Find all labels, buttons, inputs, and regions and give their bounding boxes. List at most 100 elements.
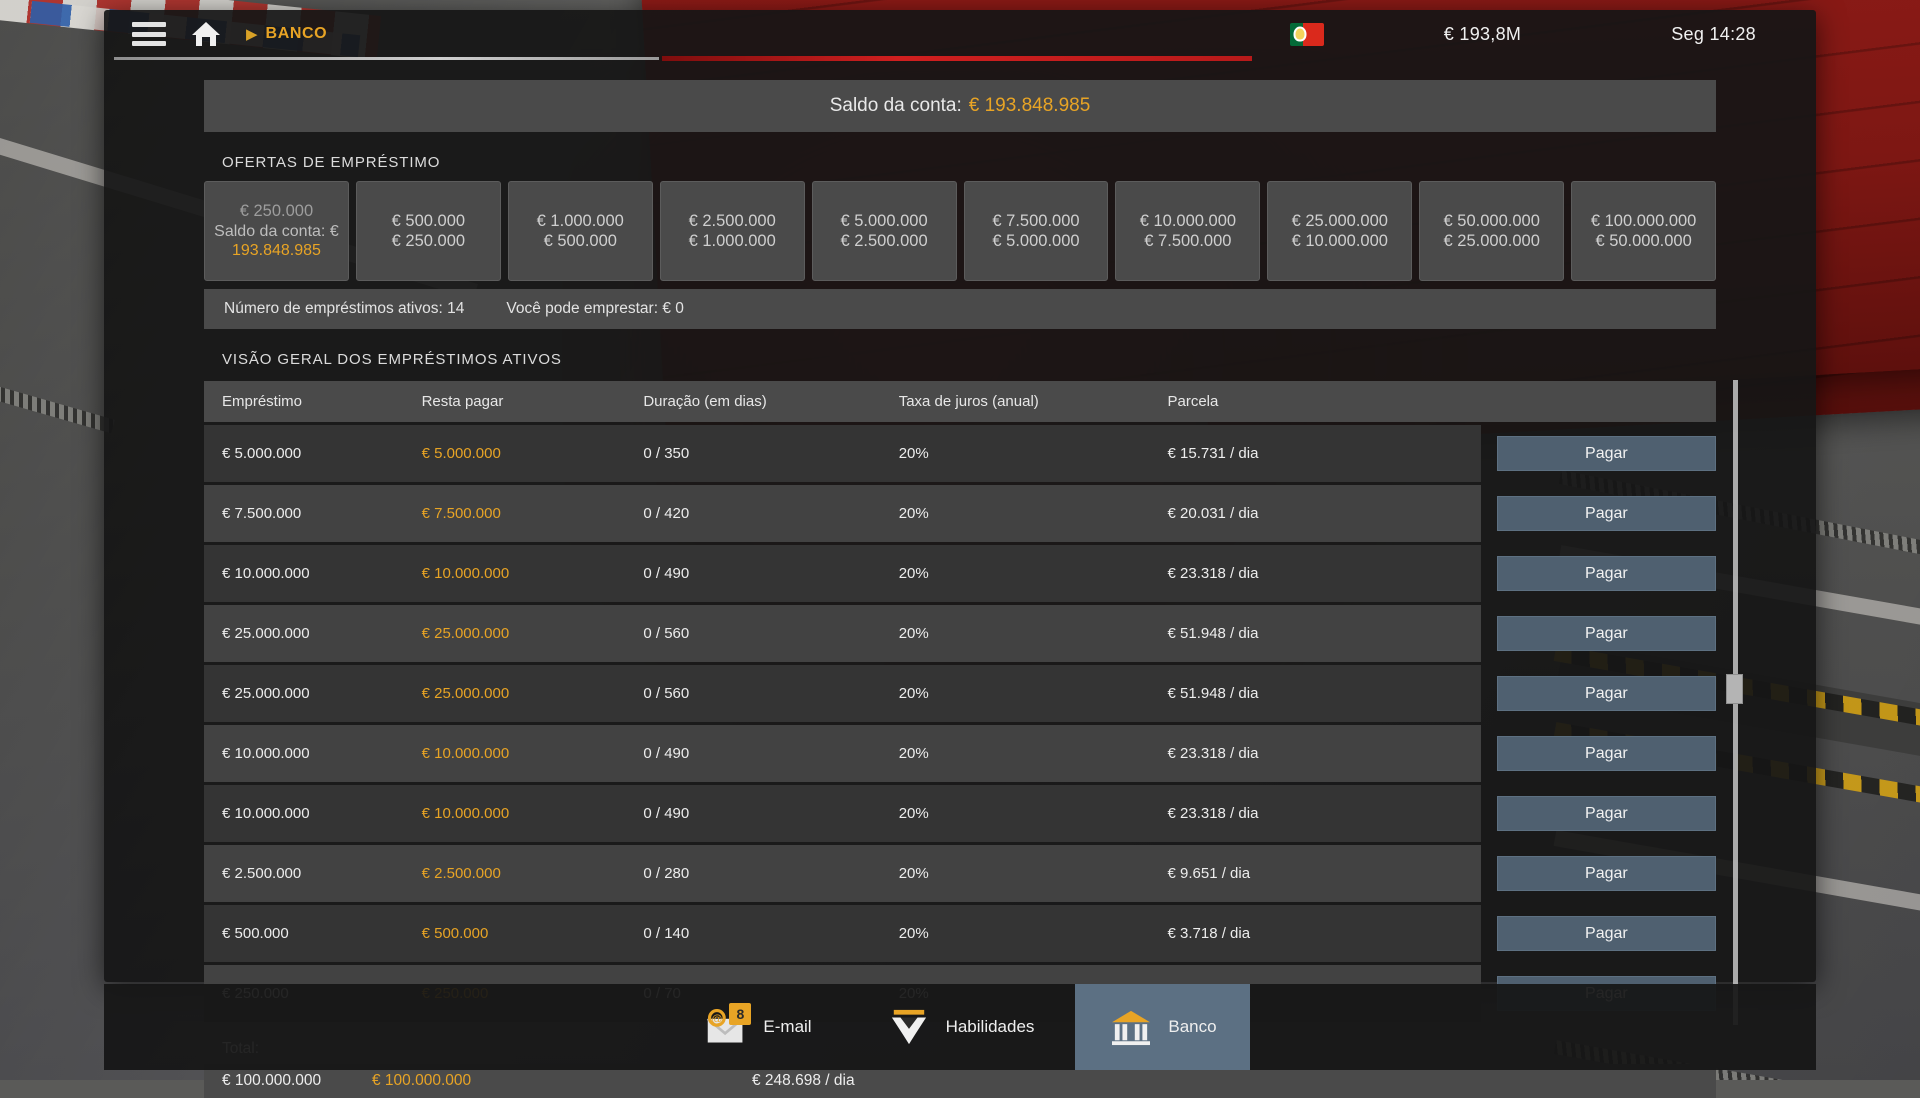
pay-cell: Pagar bbox=[1481, 605, 1716, 662]
loan-offer-card[interactable]: € 1.000.000€ 500.000 bbox=[508, 181, 653, 281]
pay-button[interactable]: Pagar bbox=[1497, 856, 1716, 891]
cell-installment: € 9.651 / dia bbox=[1152, 845, 1481, 902]
pay-button[interactable]: Pagar bbox=[1497, 496, 1716, 531]
cell-duration: 0 / 490 bbox=[627, 545, 882, 602]
cell-remaining: € 25.000.000 bbox=[406, 605, 628, 662]
loan-offer-card[interactable]: € 50.000.000€ 25.000.000 bbox=[1419, 181, 1564, 281]
cell-loan: € 5.000.000 bbox=[204, 425, 406, 482]
cell-remaining: € 5.000.000 bbox=[406, 425, 628, 482]
cell-duration: 0 / 420 bbox=[627, 485, 882, 542]
hamburger-menu-icon[interactable] bbox=[132, 22, 166, 46]
column-header-actions bbox=[1481, 381, 1716, 422]
cell-installment: € 20.031 / dia bbox=[1152, 485, 1481, 542]
cell-remaining: € 10.000.000 bbox=[406, 785, 628, 842]
loan-offer-card[interactable]: € 25.000.000€ 10.000.000 bbox=[1267, 181, 1412, 281]
cell-rate: 20% bbox=[883, 605, 1152, 662]
pay-cell: Pagar bbox=[1481, 425, 1716, 482]
cell-installment: € 23.318 / dia bbox=[1152, 785, 1481, 842]
nav-item-banco[interactable]: Banco bbox=[1075, 984, 1250, 1070]
loan-offer-amount: € 50.000.000 bbox=[1444, 211, 1540, 231]
cell-installment: € 51.948 / dia bbox=[1152, 605, 1481, 662]
cell-rate: 20% bbox=[883, 845, 1152, 902]
column-header-installment: Parcela bbox=[1152, 381, 1481, 422]
loan-offer-amount: € 5.000.000 bbox=[840, 211, 927, 231]
table-scrollbar-thumb[interactable] bbox=[1726, 674, 1743, 704]
bank-panel: ▶ BANCO € 193,8M Seg 14:28 Saldo da cont… bbox=[104, 10, 1816, 982]
loan-offer-balance-hint: Saldo da conta: € bbox=[214, 222, 339, 242]
nav-item-label: Habilidades bbox=[946, 1017, 1035, 1037]
loan-offer-amount: € 250.000 bbox=[240, 201, 313, 221]
cell-loan: € 10.000.000 bbox=[204, 545, 406, 602]
cell-duration: 0 / 140 bbox=[627, 905, 882, 962]
loan-offer-secondary: € 250.000 bbox=[392, 231, 465, 251]
cell-rate: 20% bbox=[883, 425, 1152, 482]
cell-installment: € 3.718 / dia bbox=[1152, 905, 1481, 962]
cell-installment: € 51.948 / dia bbox=[1152, 665, 1481, 722]
loan-offer-amount: € 500.000 bbox=[392, 211, 465, 231]
pay-button[interactable]: Pagar bbox=[1497, 916, 1716, 951]
cell-loan: € 25.000.000 bbox=[204, 665, 406, 722]
cell-remaining: € 2.500.000 bbox=[406, 845, 628, 902]
cell-rate: 20% bbox=[883, 485, 1152, 542]
home-icon[interactable] bbox=[190, 20, 222, 48]
column-header-loan: Empréstimo bbox=[204, 381, 406, 422]
breadcrumb[interactable]: BANCO bbox=[266, 25, 328, 43]
pay-button[interactable]: Pagar bbox=[1497, 796, 1716, 831]
loan-offer-secondary: € 25.000.000 bbox=[1444, 231, 1540, 251]
column-header-remaining: Resta pagar bbox=[406, 381, 628, 422]
loan-offer-card[interactable]: € 5.000.000€ 2.500.000 bbox=[812, 181, 957, 281]
pay-button[interactable]: Pagar bbox=[1497, 736, 1716, 771]
cell-remaining: € 7.500.000 bbox=[406, 485, 628, 542]
cell-rate: 20% bbox=[883, 725, 1152, 782]
bank-building-icon bbox=[1108, 1006, 1154, 1048]
cell-loan: € 7.500.000 bbox=[204, 485, 406, 542]
loan-offer-card[interactable]: € 500.000€ 250.000 bbox=[356, 181, 501, 281]
top-bar: ▶ BANCO € 193,8M Seg 14:28 bbox=[104, 10, 1816, 58]
nav-item-habilidades[interactable]: Habilidades bbox=[845, 984, 1075, 1070]
loan-offer-card[interactable]: € 10.000.000€ 7.500.000 bbox=[1115, 181, 1260, 281]
loan-offer-card[interactable]: € 2.500.000€ 1.000.000 bbox=[660, 181, 805, 281]
cell-installment: € 23.318 / dia bbox=[1152, 725, 1481, 782]
pay-cell: Pagar bbox=[1481, 905, 1716, 962]
skills-funnel-icon bbox=[886, 1006, 932, 1048]
pay-cell: Pagar bbox=[1481, 785, 1716, 842]
clock-indicator: Seg 14:28 bbox=[1671, 24, 1756, 45]
loan-offer-amount: € 7.500.000 bbox=[992, 211, 1079, 231]
loans-table-wrap: Empréstimo Resta pagar Duração (em dias)… bbox=[204, 378, 1716, 1025]
cell-rate: 20% bbox=[883, 785, 1152, 842]
email-badge-count: 8 bbox=[729, 1003, 751, 1025]
total-remaining: € 100.000.000 bbox=[372, 1072, 752, 1090]
account-balance-amount: € 193.848.985 bbox=[969, 95, 1091, 117]
cell-remaining: € 500.000 bbox=[406, 905, 628, 962]
cell-loan: € 500.000 bbox=[204, 905, 406, 962]
cell-rate: 20% bbox=[883, 665, 1152, 722]
pay-button[interactable]: Pagar bbox=[1497, 616, 1716, 651]
pay-button[interactable]: Pagar bbox=[1497, 436, 1716, 471]
loan-offer-card[interactable]: € 7.500.000€ 5.000.000 bbox=[964, 181, 1109, 281]
account-balance-label: Saldo da conta: bbox=[830, 95, 962, 117]
account-balance-bar: Saldo da conta: € 193.848.985 bbox=[204, 80, 1716, 132]
cell-duration: 0 / 560 bbox=[627, 665, 882, 722]
loan-offers-title: OFERTAS DE EMPRÉSTIMO bbox=[222, 154, 1716, 171]
pay-button[interactable]: Pagar bbox=[1497, 556, 1716, 591]
cell-rate: 20% bbox=[883, 545, 1152, 602]
loan-offer-amount: € 2.500.000 bbox=[689, 211, 776, 231]
pay-button[interactable]: Pagar bbox=[1497, 676, 1716, 711]
portugal-flag-icon bbox=[1290, 23, 1324, 46]
cell-duration: 0 / 350 bbox=[627, 425, 882, 482]
top-bar-right: € 193,8M Seg 14:28 bbox=[1290, 23, 1816, 46]
loan-offer-card[interactable]: € 100.000.000€ 50.000.000 bbox=[1571, 181, 1716, 281]
loan-offer-secondary: € 7.500.000 bbox=[1144, 231, 1231, 251]
total-loan: € 100.000.000 bbox=[204, 1072, 372, 1090]
cell-duration: 0 / 560 bbox=[627, 605, 882, 662]
svg-text:@: @ bbox=[712, 1013, 723, 1025]
table-header-row: Empréstimo Resta pagar Duração (em dias)… bbox=[204, 381, 1716, 422]
